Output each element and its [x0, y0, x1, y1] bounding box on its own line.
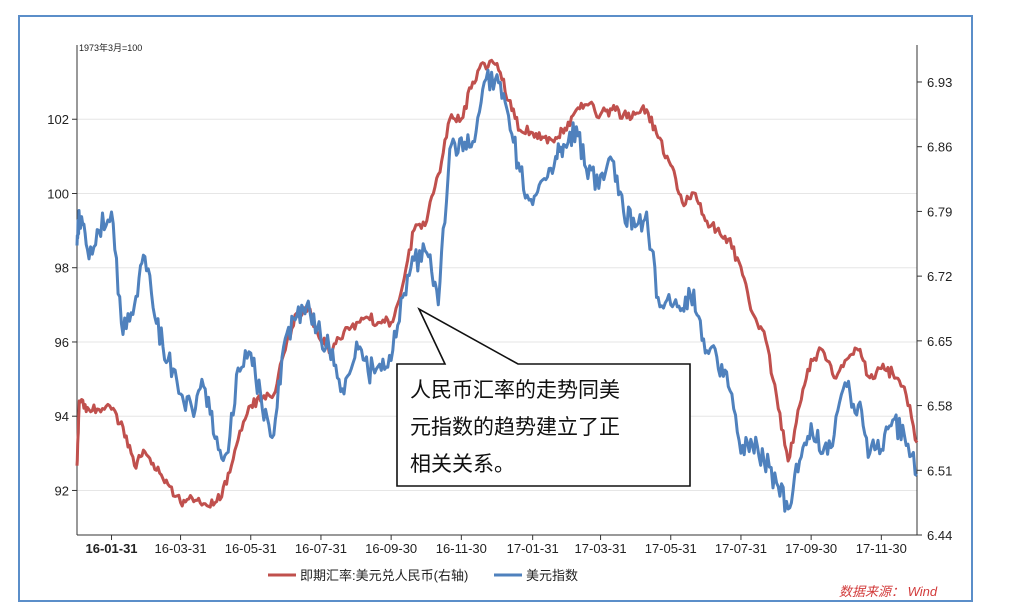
callout-box — [396, 307, 691, 487]
unit-note: 1973年3月=100 — [79, 42, 142, 53]
y-left-tick-label: 92 — [55, 483, 69, 498]
y-left-tick-label: 94 — [55, 409, 69, 424]
x-tick-label: 16-07-31 — [295, 541, 347, 556]
x-tick-label: 16-09-30 — [365, 541, 417, 556]
x-tick-label: 17-05-31 — [645, 541, 697, 556]
x-tick-label: 17-03-31 — [575, 541, 627, 556]
callout-line-3: 相关关系。 — [410, 452, 515, 476]
callout-line-2: 元指数的趋势建立了正 — [410, 415, 620, 439]
y-right-tick-label: 6.65 — [927, 334, 952, 349]
x-tick-label: 16-01-31 — [85, 541, 137, 556]
x-tick-label: 17-09-30 — [785, 541, 837, 556]
callout-line-1: 人民币汇率的走势同美 — [410, 378, 620, 402]
y-right-tick-label: 6.93 — [927, 75, 952, 90]
x-tick-label: 16-11-30 — [436, 541, 487, 556]
y-left-tick-label: 102 — [47, 112, 69, 127]
series-line-dollar-index — [75, 68, 918, 513]
y-left-tick-label: 100 — [47, 186, 69, 201]
data-source: 数据来源： Wind — [839, 584, 938, 599]
y-left-tick-label: 96 — [55, 335, 69, 350]
y-right-tick-label: 6.79 — [927, 204, 952, 219]
y-left-tick-label: 98 — [55, 261, 69, 276]
annotation-callout: 人民币汇率的走势同美 元指数的趋势建立了正 相关关系。 — [396, 307, 691, 487]
x-tick-label: 16-03-31 — [155, 541, 207, 556]
series-lines — [75, 58, 919, 513]
x-tick-label: 16-05-31 — [225, 541, 277, 556]
legend-label-dxy: 美元指数 — [526, 568, 578, 583]
x-tick-label: 17-01-31 — [507, 541, 559, 556]
y-left-ticks: 92 94 96 98 100 102 — [47, 112, 77, 498]
legend: 即期汇率:美元兑人民币(右轴) 美元指数 — [268, 568, 578, 583]
y-right-tick-label: 6.51 — [927, 463, 952, 478]
y-right-ticks: 6.44 6.51 6.58 6.65 6.72 6.79 6.86 6.93 — [917, 75, 952, 543]
y-right-tick-label: 6.44 — [927, 528, 952, 543]
legend-label-rate: 即期汇率:美元兑人民币(右轴) — [300, 568, 468, 583]
y-right-tick-label: 6.58 — [927, 399, 952, 414]
grid-lines — [77, 118, 917, 491]
y-right-tick-label: 6.72 — [927, 269, 952, 284]
chart-frame — [18, 15, 973, 602]
x-tick-label: 17-07-31 — [715, 541, 767, 556]
series-line-usdcny — [75, 58, 919, 509]
x-tick-label: 17-11-30 — [856, 541, 907, 556]
x-ticks: 16-01-31 16-03-31 16-05-31 16-07-31 16-09-30… — [85, 535, 907, 556]
y-right-tick-label: 6.86 — [927, 140, 952, 155]
